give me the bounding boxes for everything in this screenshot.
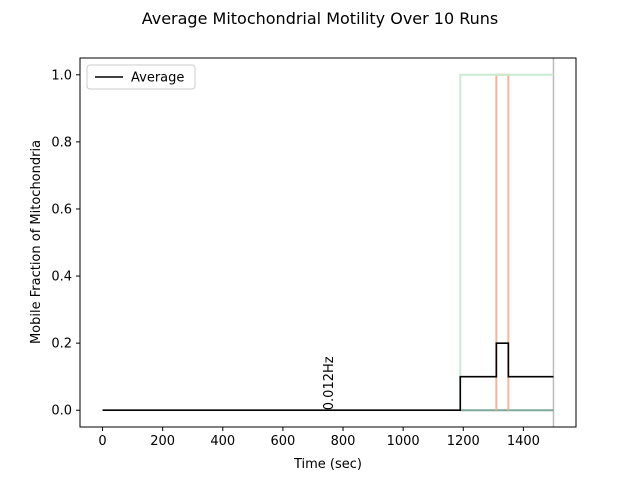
y-tick-label: 0.8: [51, 135, 72, 150]
plot-area: 0.012Hz: [102, 58, 555, 427]
y-tick-label: 0.6: [51, 202, 72, 217]
axis-ticks: 0 200 400 600 800 1000 1200 1400 0.0 0.2 0.4 0.6 0.8…: [51, 68, 540, 449]
series-line-run-1: [459, 73, 554, 411]
x-tick-label: 200: [150, 434, 175, 449]
legend: Average: [86, 64, 196, 90]
x-tick-label: 1000: [387, 434, 420, 449]
x-tick-label: 1400: [507, 434, 540, 449]
y-tick-label: 1.0: [51, 68, 72, 83]
x-tick-label: 400: [210, 434, 235, 449]
axes-frame: [79, 57, 577, 428]
y-axis-label: Mobile Fraction of Mitochondria: [29, 140, 44, 344]
x-axis-label: Time (sec): [293, 457, 362, 472]
legend-box: [86, 64, 196, 90]
y-tick-label: 0.2: [51, 337, 72, 352]
y-tick-label: 0.0: [51, 404, 72, 419]
x-tick-label: 600: [270, 434, 295, 449]
x-tick-label: 800: [331, 434, 356, 449]
y-tick-label: 0.4: [51, 270, 72, 285]
series-line-average: [102, 342, 554, 412]
legend-entry: Average: [131, 71, 184, 86]
x-tick-label: 0: [98, 434, 106, 449]
chart-title: Average Mitochondrial Motility Over 10 R…: [142, 9, 499, 28]
annotation-label: 0.012Hz: [322, 356, 337, 410]
x-tick-label: 1200: [447, 434, 480, 449]
